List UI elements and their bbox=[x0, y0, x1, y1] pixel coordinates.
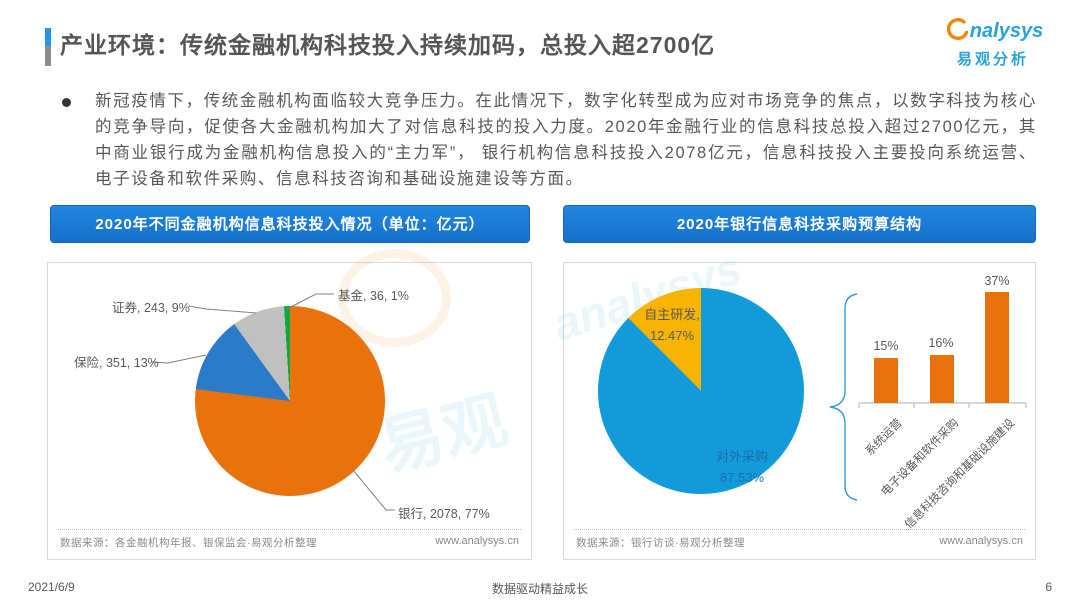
pie-label-outsource-name: 对外采购 bbox=[715, 449, 768, 464]
intro-paragraph: 新冠疫情下，传统金融机构面临较大竞争压力。在此情况下，数字化转型成为应对市场竞争… bbox=[95, 92, 1037, 188]
right-chart-title: 2020年银行信息科技采购预算结构 bbox=[563, 205, 1036, 243]
bar-equipment-software bbox=[930, 355, 954, 403]
logo-brand-row: nalysys bbox=[938, 16, 1048, 47]
left-chart-panel: 易观 基金, 36, 1% 证券, 243, 9% 保险, 351, 13% 银… bbox=[47, 249, 532, 560]
source-divider bbox=[574, 529, 1025, 530]
bar-category-1: 系统运营 bbox=[863, 417, 905, 459]
analysys-swirl-icon bbox=[943, 16, 969, 47]
pie-label-insurance: 保险, 351, 13% bbox=[74, 356, 159, 370]
watermark-text-cn: 易观 bbox=[372, 383, 515, 485]
bullet-icon bbox=[62, 98, 71, 107]
title-accent-bar bbox=[45, 28, 51, 66]
procurement-pie-chart bbox=[598, 288, 804, 494]
left-chart-title: 2020年不同金融机构信息科技投入情况（单位：亿元） bbox=[50, 205, 530, 243]
pie-label-securities: 证券, 243, 9% bbox=[112, 301, 190, 315]
bar-category-3: 信息科技咨询和基础设施建设 bbox=[902, 417, 1017, 532]
bar-consulting-infrastructure bbox=[985, 292, 1009, 403]
pie-label-inhouse-name: 自主研发, bbox=[644, 307, 700, 322]
bar-value-1: 15% bbox=[873, 339, 899, 353]
curly-brace bbox=[829, 293, 858, 501]
right-source-note: 数据来源：银行访谈·易观分析整理 bbox=[576, 537, 745, 549]
source-divider bbox=[58, 529, 521, 530]
right-analysys-url: www.analysys.cn bbox=[939, 535, 1023, 547]
pie-label-outsource: 对外采购 87.53% bbox=[700, 446, 784, 488]
bar-value-3: 37% bbox=[984, 274, 1010, 288]
left-analysys-url: www.analysys.cn bbox=[435, 535, 519, 547]
logo-cn-text: 易观分析 bbox=[956, 51, 1029, 68]
pie-label-inhouse: 自主研发, 12.47% bbox=[630, 304, 714, 346]
footer-slogan: 数据驱动精益成长 bbox=[491, 582, 588, 596]
pie-label-fund: 基金, 36, 1% bbox=[338, 289, 409, 303]
bar-system-operation bbox=[874, 358, 898, 403]
footer-page-number: 6 bbox=[1045, 580, 1052, 594]
footer-date: 2021/6/9 bbox=[28, 580, 75, 594]
institutions-pie-chart bbox=[195, 306, 385, 496]
pie-label-bank: 银行, 2078, 77% bbox=[398, 507, 490, 521]
logo-brand-text: nalysys bbox=[969, 20, 1044, 42]
right-chart-panel: analysys 自主研发, 12.47% 对外采购 87.53% 15% 16… bbox=[547, 241, 1036, 560]
bar-value-2: 16% bbox=[928, 336, 954, 350]
pie-label-inhouse-pct: 12.47% bbox=[649, 328, 695, 343]
left-source-note: 数据来源：各金融机构年报、银保监会·易观分析整理 bbox=[60, 537, 317, 549]
analysys-logo: nalysys 易观分析 bbox=[938, 16, 1048, 69]
page-title: 产业环境：传统金融机构科技投入持续加码，总投入超2700亿 bbox=[60, 32, 716, 58]
pie-label-outsource-pct: 87.53% bbox=[719, 470, 765, 485]
